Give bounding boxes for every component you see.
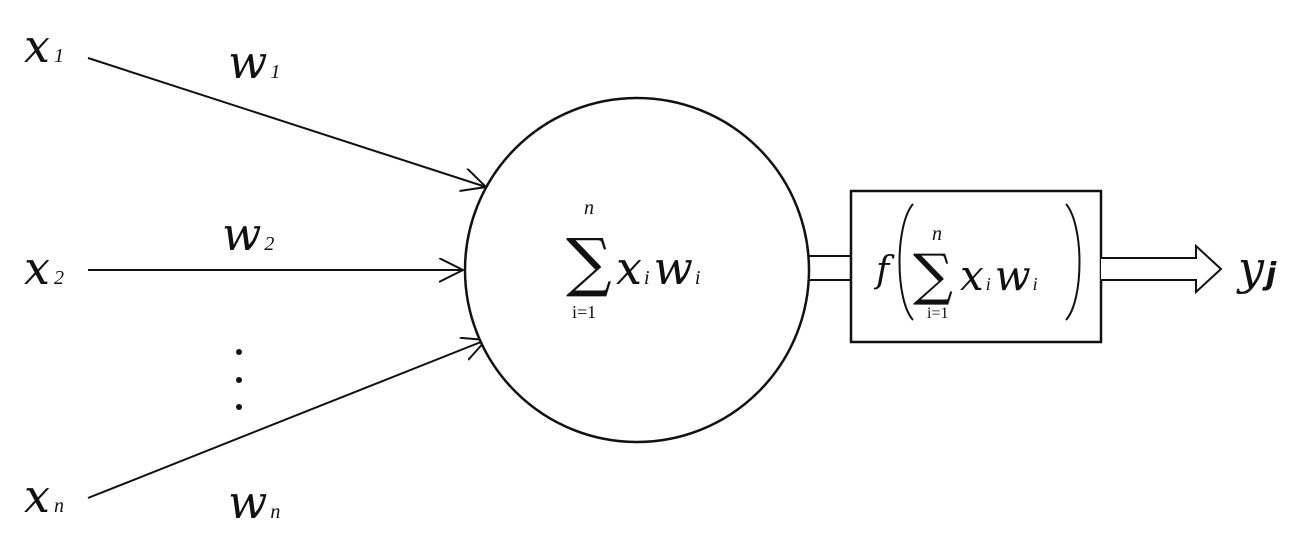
- activation-lower-limit: i=1: [927, 305, 948, 322]
- activation-upper-limit: n: [932, 223, 942, 245]
- neuron-circle: [463, 96, 811, 444]
- connector-double-line: [809, 255, 851, 281]
- sum-term: x iw i: [616, 241, 700, 295]
- sum-lower-limit: i=1: [572, 302, 596, 322]
- sum-upper-limit: n: [584, 197, 594, 219]
- left-parenthesis: [898, 203, 914, 321]
- right-parenthesis: [1065, 203, 1081, 321]
- input-line-1: [87, 57, 486, 187]
- output-arrow: [1101, 243, 1223, 295]
- sigma-symbol: ∑: [566, 226, 612, 300]
- activation-term: x iw i: [960, 251, 1038, 300]
- activation-box: [849, 189, 1103, 344]
- summation-formula: n ∑ i=1 x iw i: [566, 197, 700, 322]
- input-line-n: [87, 340, 486, 499]
- activation-sigma: ∑: [913, 243, 953, 308]
- output-label: yj: [1236, 241, 1277, 295]
- ellipsis-dots: [236, 349, 242, 410]
